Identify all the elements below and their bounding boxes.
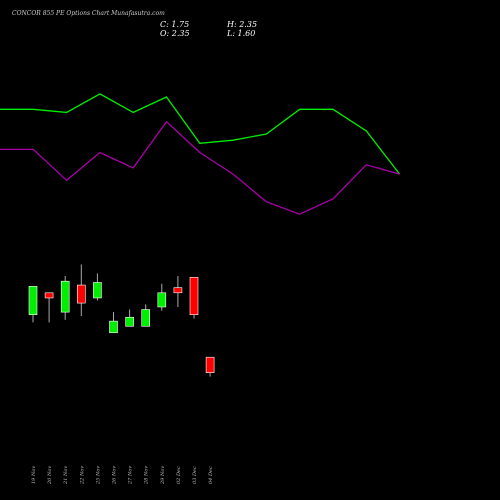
candle-body (141, 309, 150, 327)
candle-body (205, 356, 215, 373)
chart-title: CONCOR 855 PE Options Chart Munafasutra.… (12, 10, 165, 17)
x-tick-label: 28 Nov (144, 466, 150, 485)
candle-26-nov (109, 312, 118, 334)
candle-27-nov (125, 309, 134, 327)
candle-19-nov (28, 286, 38, 323)
candle-04-dec (205, 356, 215, 377)
x-tick-label: 21 Nov (63, 466, 69, 485)
candle-body (60, 280, 70, 313)
indicator-line-2 (0, 120, 400, 215)
candle-21-nov (60, 276, 70, 320)
x-tick-label: 19 Nov (31, 466, 37, 484)
candle-02-dec (173, 276, 183, 307)
x-axis-ticks: 19 Nov 20 Nov 21 Nov 22 Nov 25 Nov 26 Nov 27 N… (31, 466, 214, 485)
candle-body (125, 316, 134, 327)
x-tick-label: 27 Nov (128, 466, 134, 485)
candle-body (93, 282, 102, 299)
candles (28, 264, 215, 377)
x-tick-label: 25 Nov (95, 466, 101, 485)
candle-body (44, 292, 54, 299)
candle-body (77, 284, 86, 304)
candle-20-nov (44, 292, 54, 323)
close-readout: C: 1.75 (160, 20, 189, 29)
candle-body (109, 320, 118, 334)
low-readout: L: 1.60 (226, 29, 255, 38)
candle-body (157, 292, 167, 308)
candle-body (28, 286, 38, 315)
indicator-line-1 (0, 93, 401, 175)
open-readout: O: 2.35 (160, 29, 190, 38)
x-tick-label: 26 Nov (112, 466, 118, 485)
candle-body (189, 277, 199, 315)
high-readout: H: 2.35 (226, 20, 257, 29)
x-tick-label: 02 Dec (176, 466, 182, 484)
candle-22-nov (77, 264, 86, 316)
candle-03-dec (189, 277, 199, 319)
x-tick-label: 22 Nov (79, 466, 85, 485)
indicator-lines (0, 93, 401, 215)
candle-body (173, 287, 183, 294)
x-tick-label: 29 Nov (160, 466, 166, 485)
x-tick-label: 20 Nov (47, 466, 53, 485)
candle-25-nov (93, 273, 102, 301)
x-tick-label: 04 Dec (208, 466, 214, 484)
candle-28-nov (141, 304, 150, 327)
x-tick-label: 03 Dec (192, 466, 198, 484)
candle-29-nov (157, 283, 167, 311)
